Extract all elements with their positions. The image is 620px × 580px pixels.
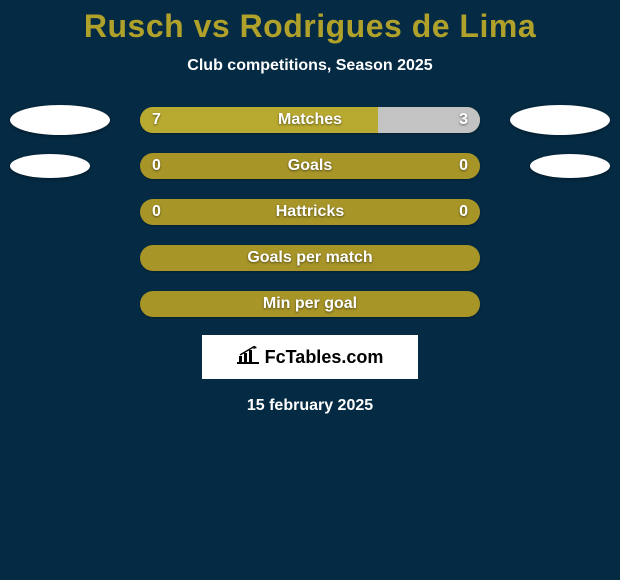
stat-bar: 00Hattricks: [140, 199, 480, 225]
stat-label: Goals per match: [140, 249, 480, 267]
stat-bar: 73Matches: [140, 107, 480, 133]
page-title: Rusch vs Rodrigues de Lima: [0, 0, 620, 45]
stat-label: Min per goal: [140, 295, 480, 313]
footer-badge: FcTables.com: [202, 335, 418, 379]
player-oval-right: [530, 154, 610, 178]
subtitle: Club competitions, Season 2025: [0, 57, 620, 75]
stat-row: 00Goals: [0, 151, 620, 181]
stat-row: 00Hattricks: [0, 197, 620, 227]
player-oval-right: [510, 105, 610, 135]
stat-row: Min per goal: [0, 289, 620, 319]
stat-rows: 73Matches 00Goals 00Hattricks Goals per mat…: [0, 105, 620, 319]
stat-label: Matches: [140, 111, 480, 129]
player-oval-left: [10, 154, 90, 178]
player-oval-left: [10, 105, 110, 135]
stat-row: Goals per match: [0, 243, 620, 273]
stat-label: Hattricks: [140, 203, 480, 221]
stat-label: Goals: [140, 157, 480, 175]
footer-date: 15 february 2025: [0, 397, 620, 415]
stat-bar: 00Goals: [140, 153, 480, 179]
stat-row: 73Matches: [0, 105, 620, 135]
footer-badge-text: FcTables.com: [265, 347, 384, 368]
stat-bar: Goals per match: [140, 245, 480, 271]
chart-icon: [237, 346, 259, 369]
stat-bar: Min per goal: [140, 291, 480, 317]
